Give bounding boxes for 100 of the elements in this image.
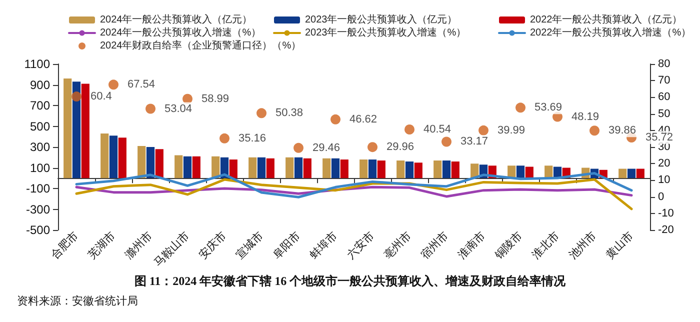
y-tick-label: -500 xyxy=(26,223,50,237)
x-tick-label: 池州市 xyxy=(566,229,599,262)
data-label: 29.96 xyxy=(386,141,414,154)
y2-tick-label: 30 xyxy=(658,141,670,153)
bar xyxy=(100,134,109,178)
bar xyxy=(294,157,303,178)
legend-label: 2022年一般公共预算收入增速（%） xyxy=(530,26,692,38)
data-label: 29.46 xyxy=(312,142,340,154)
y-tick-label: 1100 xyxy=(24,57,50,71)
data-label: 39.86 xyxy=(608,124,636,137)
x-tick-label: 黄山市 xyxy=(603,229,636,262)
bar xyxy=(174,155,183,178)
x-tick-label: 合肥市 xyxy=(48,229,81,262)
bar xyxy=(266,158,274,178)
x-tick-label: 阜阳市 xyxy=(270,229,303,262)
bar xyxy=(360,159,368,178)
point xyxy=(220,133,230,144)
data-label: 53.04 xyxy=(164,102,192,115)
x-tick-label: 蚌埠市 xyxy=(307,229,340,262)
data-label: 60.4 xyxy=(90,90,112,103)
data-label: 48.19 xyxy=(572,110,600,123)
data-label: 35.16 xyxy=(238,132,266,144)
x-tick-label: 淮南市 xyxy=(455,229,488,262)
bar xyxy=(257,157,266,178)
y2-tick-label: 60 xyxy=(658,91,670,104)
y2-tick-label: -20 xyxy=(658,224,674,236)
bar xyxy=(155,149,164,178)
y-tick-label: 700 xyxy=(30,98,50,112)
bar xyxy=(627,168,636,178)
bar xyxy=(544,166,553,178)
x-tick-label: 淮北市 xyxy=(529,229,562,262)
point xyxy=(516,102,526,113)
x-tick-label: 铜陵市 xyxy=(492,229,525,262)
point xyxy=(256,108,266,118)
y-tick-label: 100 xyxy=(30,160,50,175)
bar xyxy=(138,146,146,178)
bar xyxy=(183,156,192,178)
bar xyxy=(368,159,377,178)
text: 资料来源：安徽省统计局 xyxy=(17,294,138,308)
point xyxy=(72,92,82,102)
bar xyxy=(451,162,460,178)
bar xyxy=(405,162,414,178)
y2-tick-label: 80 xyxy=(658,58,670,70)
bar xyxy=(331,158,340,178)
bar xyxy=(248,157,257,178)
bar xyxy=(396,160,405,178)
y-tick-label: -300 xyxy=(26,202,50,216)
legend-label: 2024年一般公共预算收入（亿元） xyxy=(100,14,252,26)
legend-label: 2023年一般公共预算收入（亿元） xyxy=(305,14,458,26)
y2-tick-label: -10 xyxy=(658,207,674,220)
bar xyxy=(516,166,525,178)
point xyxy=(294,142,304,153)
y2-tick-label: 50 xyxy=(658,108,670,120)
y2-tick-label: 70 xyxy=(658,74,670,87)
legend-label: 2024年财政自给率（企业预警通口径）（%） xyxy=(100,40,302,52)
bar xyxy=(146,147,155,178)
y2-tick-label: 0 xyxy=(658,190,664,203)
point xyxy=(182,94,192,104)
data-label: 39.99 xyxy=(498,124,526,136)
y-tick-label: 300 xyxy=(30,140,50,154)
data-label: 33.17 xyxy=(460,136,488,148)
bar xyxy=(322,158,331,178)
data-label: 40.54 xyxy=(424,124,452,136)
bar xyxy=(434,160,442,178)
x-tick-label: 亳州市 xyxy=(381,229,414,262)
bar xyxy=(72,82,81,178)
legend-label: 2023年一般公共预算收入增速（%） xyxy=(305,26,466,38)
bar xyxy=(414,162,422,178)
x-tick-label: 宣城市 xyxy=(233,229,266,262)
bar xyxy=(377,160,386,178)
data-label: 67.54 xyxy=(128,78,156,91)
bar xyxy=(303,158,312,178)
point xyxy=(108,80,118,90)
bar xyxy=(64,78,72,178)
bar xyxy=(525,166,534,178)
point xyxy=(146,104,156,114)
y2-tick-label: 10 xyxy=(658,174,670,186)
bar xyxy=(109,136,118,178)
x-tick-label: 芜湖市 xyxy=(85,229,118,262)
bar xyxy=(618,168,627,178)
point xyxy=(478,125,488,136)
point xyxy=(330,114,340,124)
data-label: 50.38 xyxy=(276,107,304,120)
bar xyxy=(118,138,126,178)
legend-label: 2022年一般公共预算收入（亿元） xyxy=(530,14,682,26)
x-tick-label: 安庆市 xyxy=(196,229,229,262)
text: 图 11：2024 年安徽省下辖 16 个地级市一般公共预算收入、增速及财政自给率情况 xyxy=(134,274,567,288)
bar xyxy=(442,160,451,178)
point xyxy=(590,126,600,136)
line-series xyxy=(75,172,633,198)
data-label: 46.62 xyxy=(350,113,378,126)
y-tick-label: 900 xyxy=(30,78,50,92)
point xyxy=(404,124,414,134)
data-label: 53.69 xyxy=(534,102,562,114)
point xyxy=(368,142,378,152)
x-tick-label: 宿州市 xyxy=(418,229,451,262)
legend-label: 2024年一般公共预算收入增速（%） xyxy=(100,26,262,38)
data-label: 35.72 xyxy=(646,132,674,144)
x-tick-label: 六安市 xyxy=(344,229,377,262)
y-tick-label: 500 xyxy=(30,119,50,134)
